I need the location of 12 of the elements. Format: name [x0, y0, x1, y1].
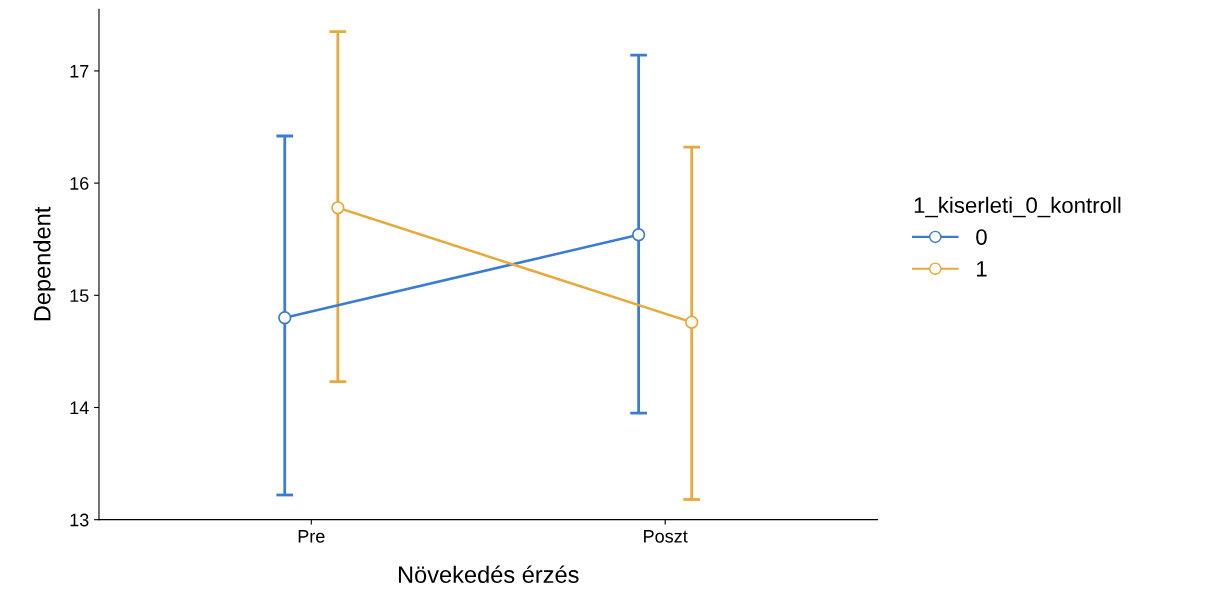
legend-label: 0	[976, 229, 987, 245]
y-axis-title: Dependent	[33, 206, 56, 321]
y-tick-label: 13	[70, 513, 89, 527]
x-axis-title: Növekedés érzés	[398, 565, 579, 584]
x-tick-label: Poszt	[644, 530, 688, 543]
y-tick-label: 16	[70, 177, 89, 190]
y-tick-label: 15	[70, 289, 89, 303]
y-tick-label: 14	[70, 401, 89, 415]
y-tick-label: 17	[70, 65, 89, 78]
legend-label: 1	[976, 261, 987, 277]
legend-title: 1_kiserleti_0_kontroll	[914, 196, 1121, 218]
x-tick-label: Pre	[298, 530, 325, 543]
